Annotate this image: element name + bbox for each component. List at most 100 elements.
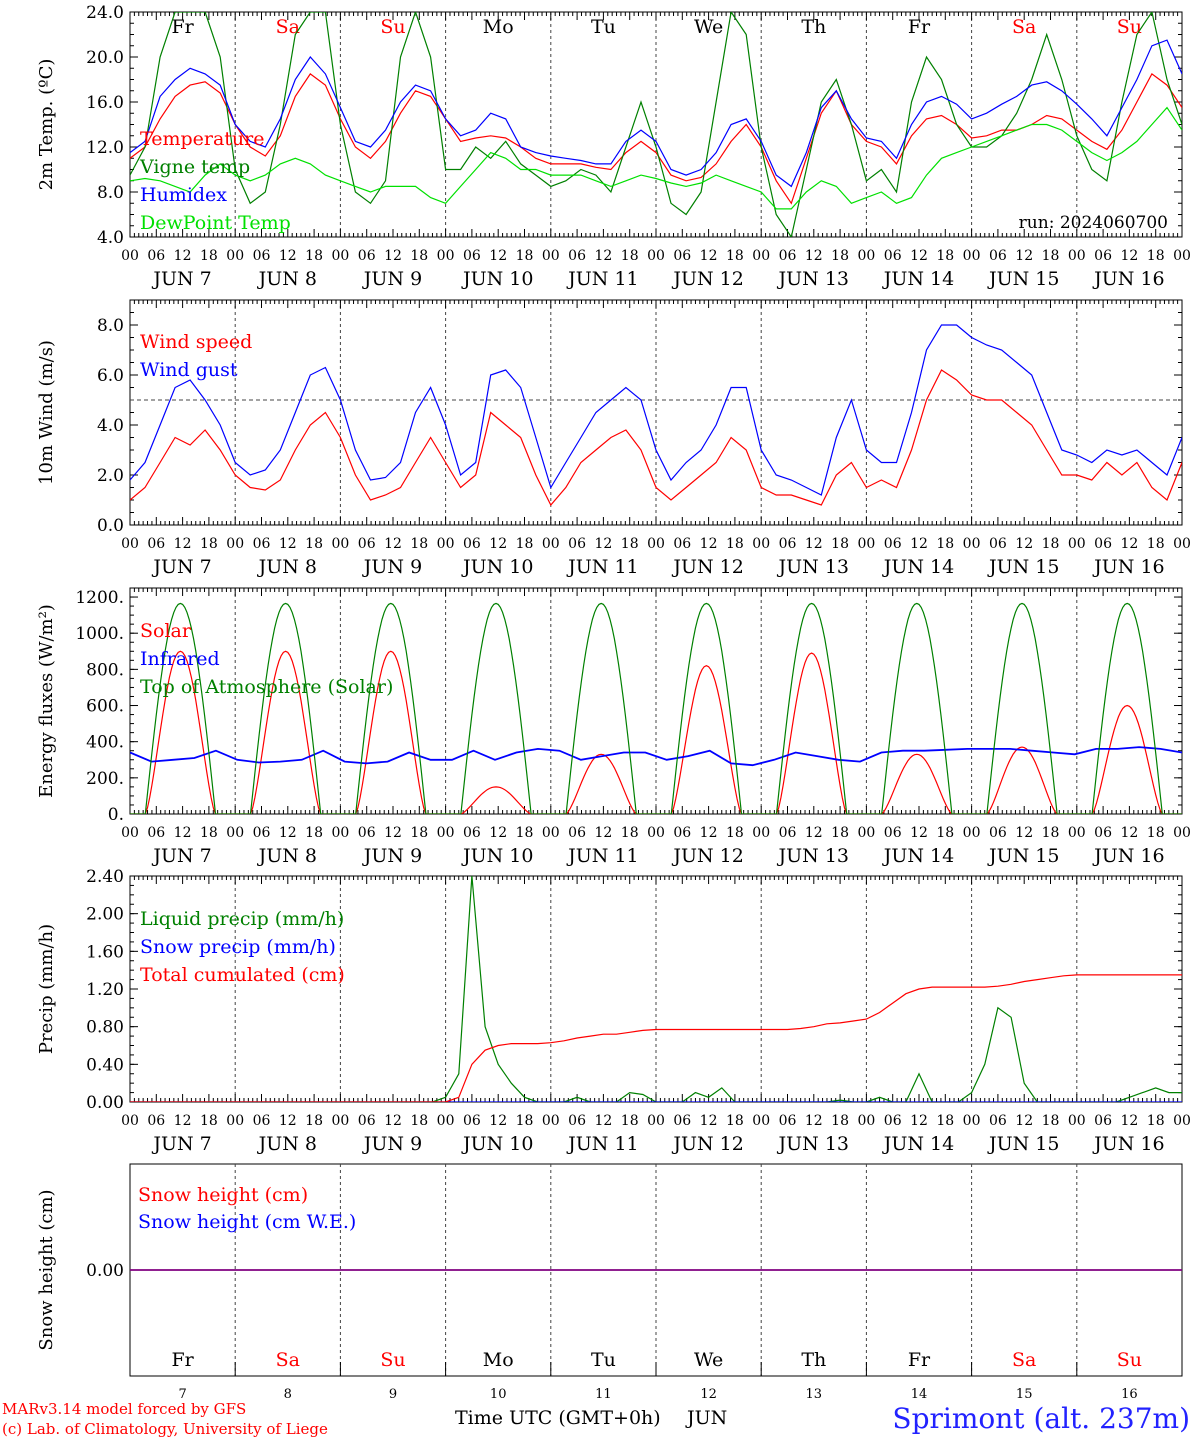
hour-label: 00 [647,536,665,552]
legend-entry: Vigne temp [139,156,250,178]
hour-label: 00 [1173,1113,1191,1129]
hour-label: 12 [174,825,192,841]
date-label: JUN 11 [566,845,638,867]
hour-label: 18 [1147,248,1165,264]
hour-label: 12 [489,248,507,264]
legend-entry: Wind speed [140,331,252,353]
date-label: JUN 8 [257,845,317,867]
date-label: JUN 13 [777,556,849,578]
plot-area [130,324,1182,507]
hour-label: 18 [1042,536,1060,552]
hour-label: 06 [358,1113,376,1129]
hour-label: 00 [437,536,455,552]
hour-label: 12 [910,248,928,264]
hour-label: 00 [1068,1113,1086,1129]
hour-label: 00 [331,536,349,552]
series-line-temperature [130,73,1182,205]
hour-label: 12 [174,536,192,552]
date-label: JUN 14 [882,845,954,867]
series-line-wind-gust [130,324,1182,496]
hour-label: 06 [989,536,1007,552]
hour-label: 00 [1068,248,1086,264]
day-number: 11 [595,1387,612,1402]
day-number: 10 [490,1387,507,1402]
series-line-total-cumulated-cm- [130,974,1182,1102]
time-axis-label: Time UTC (GMT+0h) [455,1407,661,1429]
hour-label: 00 [752,825,770,841]
weekday-label: Sa [276,1349,300,1371]
y-axis-title: 10m Wind (m/s) [36,340,57,485]
hour-label: 06 [358,248,376,264]
hour-label: 00 [121,1113,139,1129]
legend-entry: Snow precip (mm/h) [140,936,336,958]
hour-label: 12 [594,248,612,264]
hour-label: 06 [463,1113,481,1129]
date-label: JUN 8 [257,268,317,290]
y-tick-label: 0.80 [86,1018,124,1038]
day-number: 16 [1121,1387,1138,1402]
hour-label: 00 [1173,825,1191,841]
date-label: JUN 11 [566,268,638,290]
date-label: JUN 10 [461,268,533,290]
date-label: JUN 8 [257,556,317,578]
hour-label: 12 [805,248,823,264]
hour-label: 06 [147,825,165,841]
hour-label: 12 [1015,1113,1033,1129]
hour-label: 00 [331,248,349,264]
hour-label: 12 [174,1113,192,1129]
y-tick-label: 16.0 [86,93,124,113]
panel-5: 0.00 Snow height (cm) Fr Sa Su Mo Tu We Th Fr Sa Su… [36,1163,1183,1402]
hour-label: 00 [857,1113,875,1129]
hour-label: 12 [1015,248,1033,264]
legend-entry: Wind gust [140,359,238,381]
date-label: JUN 15 [987,845,1059,867]
hour-label: 12 [489,536,507,552]
hour-label: 18 [516,825,534,841]
hour-label: 06 [568,825,586,841]
hour-label: 18 [936,248,954,264]
hour-label: 06 [673,536,691,552]
date-label: JUN 7 [151,1133,211,1155]
panel-4: 0.00 0.40 0.80 1.20 1.60 2.00 2.40 Precip (mm/h… [36,867,1191,1155]
date-label: JUN 12 [671,268,743,290]
hour-label: 12 [700,825,718,841]
weekday-label: Su [380,1349,405,1371]
day-number: 7 [178,1387,186,1402]
hour-label: 06 [253,1113,271,1129]
lab-credit: (c) Lab. of Climatology, University of L… [2,1420,328,1438]
hour-label: 00 [857,825,875,841]
model-credit: MARv3.14 model forced by GFS [2,1400,246,1418]
series-line-dewpoint-temp [130,106,1182,210]
y-tick-label: 4.0 [97,228,124,248]
hour-label: 00 [542,248,560,264]
hour-label: 18 [621,825,639,841]
hour-label: 18 [305,1113,323,1129]
weekday-label: Fr [908,16,931,38]
panel-2: 0.0 2.0 4.0 6.0 8.0 10m Wind (m/s) 00 06 12 18 JUN… [36,299,1191,578]
plot-area [130,876,1182,1102]
hour-label: 12 [489,1113,507,1129]
legend-entry: DewPoint Temp [140,212,291,234]
hour-label: 00 [963,825,981,841]
y-tick-label: 0.00 [86,1093,124,1113]
date-label: JUN 16 [1092,845,1164,867]
y-tick-label: 4.0 [97,416,124,436]
hour-label: 18 [726,536,744,552]
hour-label: 06 [147,248,165,264]
hour-label: 06 [463,536,481,552]
y-tick-label: 0.00 [86,1261,124,1281]
hour-label: 00 [857,248,875,264]
date-label: JUN 14 [882,268,954,290]
hour-label: 06 [1094,825,1112,841]
hour-label: 06 [779,536,797,552]
legend-entry: Humidex [140,184,227,206]
series-line-top-of-atmosphere-solar- [130,602,1182,814]
hour-label: 18 [410,248,428,264]
weekday-label: Sa [1012,16,1036,38]
date-label: JUN 12 [671,845,743,867]
hour-label: 00 [647,248,665,264]
y-tick-label: 2.40 [86,867,124,887]
date-label: JUN 12 [671,1133,743,1155]
hour-label: 00 [226,248,244,264]
y-tick-label: 20.0 [86,48,124,68]
